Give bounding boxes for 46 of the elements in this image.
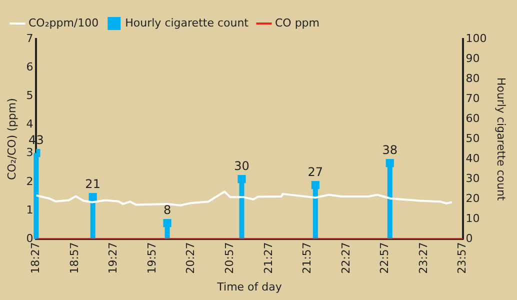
x-tick-label: 18:27: [29, 242, 42, 274]
point: [88, 193, 97, 202]
point: [311, 181, 320, 190]
x-tick-label: 20:27: [184, 242, 198, 274]
data-label: 30: [234, 159, 250, 174]
x-tick-label: 20:57: [222, 242, 236, 274]
point: [386, 159, 394, 168]
x-tick-label: 19:57: [145, 242, 158, 274]
x-tick-label: 23:57: [456, 242, 469, 274]
y-tick-label: 2: [26, 174, 34, 188]
y-tick-label: 7: [26, 32, 34, 45]
x-tick-label: 19:27: [106, 242, 120, 274]
y-axis-title: CO₂/CO) (ppm): [5, 98, 18, 180]
y-tick-label: 5: [26, 89, 34, 102]
point: [163, 219, 172, 228]
y-tick-label: 3: [26, 146, 34, 160]
y2-tick-label: 70: [466, 92, 480, 105]
y2-tick-label: 40: [466, 152, 480, 165]
y2-tick-label: 0: [466, 232, 473, 245]
data-label: 21: [85, 177, 100, 192]
legend-label: CO₂ppm/100: [28, 16, 99, 30]
y-tick-label: 6: [26, 60, 34, 74]
y2-axis-title: Hourly cigarette count: [494, 77, 508, 202]
y2-tick-label: 50: [466, 132, 480, 145]
data-label: 27: [308, 165, 324, 180]
y2-tick-label: 90: [466, 52, 480, 65]
legend-label: Hourly cigarette count: [125, 16, 250, 30]
x-tick-label: 21:57: [300, 242, 314, 274]
x-tick-label: 18:57: [68, 242, 81, 274]
y2-tick-label: 10: [466, 212, 480, 225]
y2-tick-label: 30: [466, 172, 480, 185]
y2-tick-label: 60: [466, 112, 480, 125]
x-tick-label: 22:27: [339, 242, 352, 274]
x-axis-title: Time of day: [216, 280, 282, 294]
data-label: 38: [382, 143, 398, 158]
y-tick-label: 1: [26, 203, 34, 216]
y2-tick-label: 80: [466, 72, 480, 85]
x-tick-label: 21:27: [262, 242, 275, 274]
legend-label: CO ppm: [274, 16, 320, 30]
point: [238, 175, 246, 184]
y2-tick-label: 20: [466, 192, 480, 205]
y2-tick-label: 100: [466, 32, 487, 45]
x-tick-label: 23:27: [416, 242, 430, 274]
y-tick-label: 4: [26, 118, 34, 131]
data-label: 8: [163, 203, 172, 218]
x-tick-label: 22:57: [378, 242, 392, 274]
